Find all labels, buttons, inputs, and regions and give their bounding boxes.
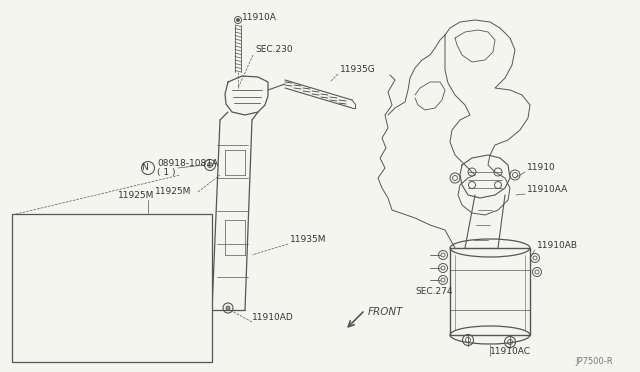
Text: 11910A: 11910A xyxy=(242,13,277,22)
Text: 11931: 11931 xyxy=(38,330,67,340)
Text: 11910AA: 11910AA xyxy=(527,186,568,195)
Text: 11932: 11932 xyxy=(172,234,200,243)
Text: SEC.230: SEC.230 xyxy=(255,45,292,55)
Text: 11910AC: 11910AC xyxy=(490,347,531,356)
Text: 11925M: 11925M xyxy=(155,187,191,196)
Text: 11910: 11910 xyxy=(527,164,556,173)
Text: N: N xyxy=(22,248,28,257)
Text: 11935M: 11935M xyxy=(290,235,326,244)
Circle shape xyxy=(226,306,230,310)
Text: ( 1 ): ( 1 ) xyxy=(36,253,54,263)
Text: 11910AD: 11910AD xyxy=(252,314,294,323)
Bar xyxy=(12,214,212,362)
Text: 11935G: 11935G xyxy=(340,65,376,74)
Text: FRONT: FRONT xyxy=(368,307,403,317)
Text: 08918-1081A: 08918-1081A xyxy=(157,160,218,169)
Text: ( 1 ): ( 1 ) xyxy=(157,169,175,177)
Text: JP7500-R: JP7500-R xyxy=(575,357,612,366)
Text: 11925M: 11925M xyxy=(118,190,154,199)
Circle shape xyxy=(105,285,115,295)
Text: 11910AB: 11910AB xyxy=(537,241,578,250)
Text: 11926: 11926 xyxy=(185,273,214,282)
Text: 11932: 11932 xyxy=(155,253,184,263)
Circle shape xyxy=(154,279,161,285)
Text: N: N xyxy=(141,164,148,173)
Text: 11930: 11930 xyxy=(155,305,184,314)
Text: 11927: 11927 xyxy=(100,336,129,344)
Circle shape xyxy=(237,19,239,22)
Text: 08911-3401A: 08911-3401A xyxy=(36,244,97,253)
Text: 11929: 11929 xyxy=(48,263,77,273)
Text: SEC.274: SEC.274 xyxy=(415,288,452,296)
Circle shape xyxy=(207,163,212,167)
Circle shape xyxy=(45,275,51,281)
